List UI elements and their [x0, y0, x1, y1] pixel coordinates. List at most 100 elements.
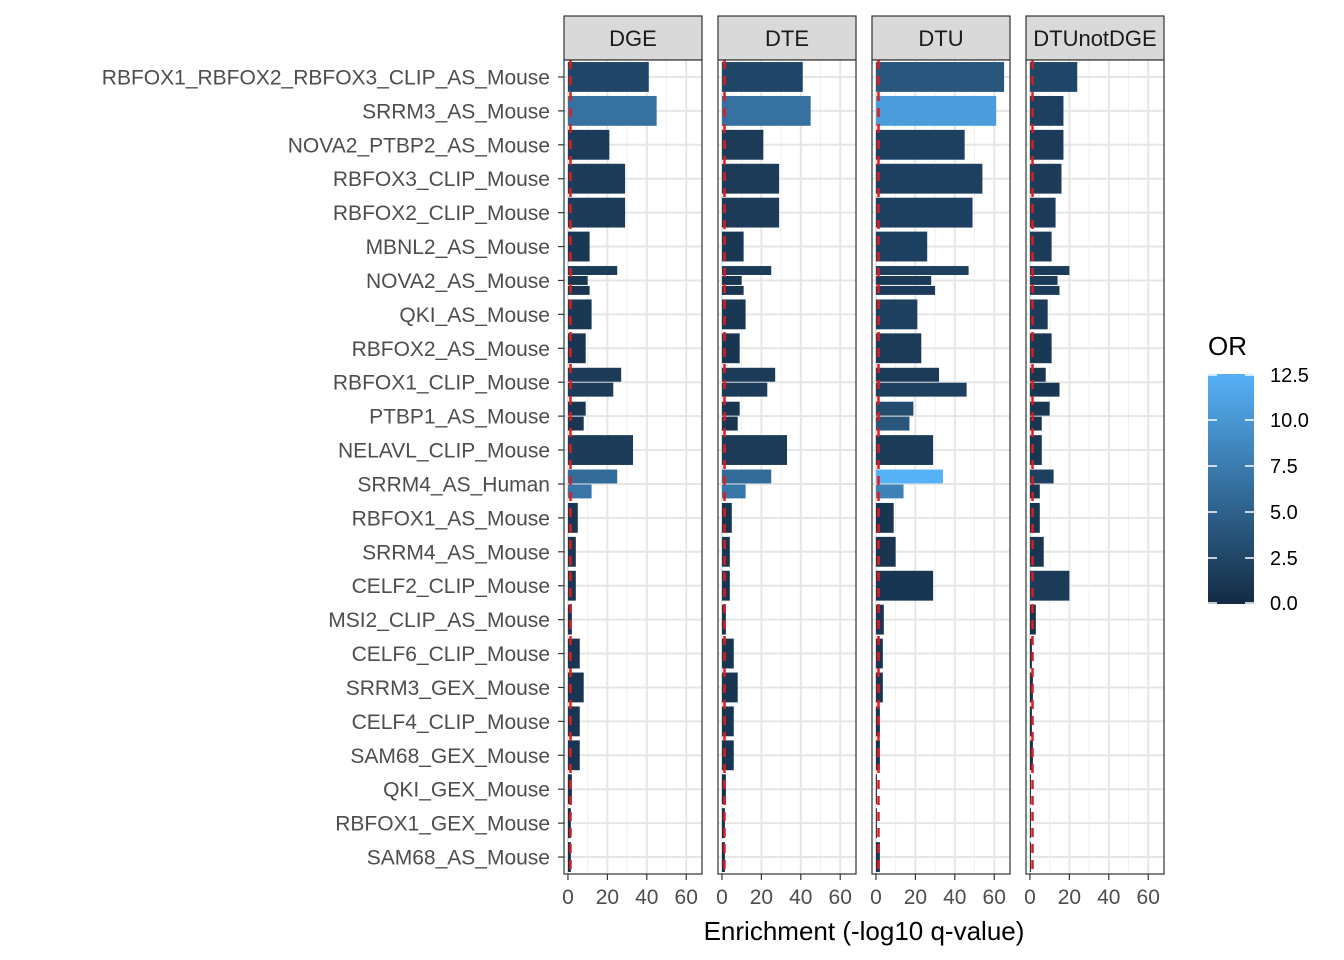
bar	[1029, 95, 1064, 126]
bar	[721, 62, 803, 92]
bar	[567, 484, 592, 499]
panel-background	[872, 60, 1010, 874]
bar	[567, 638, 580, 669]
x-tick-label: 40	[789, 886, 812, 909]
y-tick-label: RBFOX3_CLIP_Mouse	[333, 168, 550, 191]
bar	[1029, 367, 1046, 382]
bar	[1029, 163, 1062, 194]
bar	[567, 706, 580, 737]
y-tick-label: NELAVL_CLIP_Mouse	[338, 440, 550, 463]
bar	[721, 435, 787, 465]
bar	[721, 285, 744, 295]
bar	[1029, 604, 1036, 635]
y-tick-label: QKI_GEX_Mouse	[383, 779, 550, 802]
bar	[875, 231, 928, 262]
bar	[875, 197, 973, 228]
bar	[721, 197, 780, 228]
bar	[721, 333, 740, 364]
bar	[567, 163, 626, 194]
bar	[567, 62, 649, 92]
panel-background	[718, 60, 856, 874]
bar	[721, 774, 726, 805]
bar	[721, 638, 734, 669]
facet-strip	[871, 15, 1011, 61]
legend-tick-label: 5.0	[1270, 502, 1298, 524]
bar	[1029, 469, 1054, 484]
y-tick-label: SRRM3_AS_Mouse	[362, 100, 550, 123]
panel-border	[1025, 59, 1165, 875]
legend-tick-label: 0.0	[1270, 593, 1298, 615]
bar	[875, 604, 884, 635]
bar	[721, 367, 776, 382]
bar	[567, 435, 633, 465]
bar	[721, 163, 780, 194]
bar	[567, 95, 657, 126]
facet-panel-dtu: DTU 0 20 40 60	[870, 15, 1011, 909]
bar	[567, 333, 586, 364]
x-tick-label: 20	[750, 886, 773, 909]
x-tick-label: 20	[596, 886, 619, 909]
y-tick-label: MSI2_CLIP_AS_Mouse	[328, 609, 550, 632]
bar	[567, 808, 571, 839]
bar	[567, 367, 622, 382]
bar	[875, 536, 896, 567]
bar	[875, 333, 922, 364]
y-tick-label: SRRM4_AS_Human	[357, 473, 550, 496]
facet-strip-label: DTU	[918, 26, 963, 51]
facet-panel-dtunotdge: DTUnotDGE 0 20 40 60	[1024, 15, 1165, 909]
bar	[567, 604, 572, 635]
x-tick-label: 60	[829, 886, 852, 909]
bar	[875, 299, 918, 330]
bar	[1029, 299, 1048, 330]
legend-ticks: 0.0 2.5 5.0 7.5 10.0 12.5	[1208, 365, 1309, 615]
legend-colorbar	[1208, 374, 1254, 604]
facet-panel-dte: DTE 0 20 40 60	[716, 15, 857, 909]
bar	[567, 672, 584, 703]
facet-strip-label: DGE	[609, 26, 657, 51]
panel-border	[717, 59, 857, 875]
bar	[875, 808, 877, 839]
bar	[721, 484, 746, 499]
facet-panels: DGE 0 20 40 60 DTE 0 20 40 60 DTU 0 20 40 60 DTUnotDGE 0…	[562, 15, 1165, 909]
panel-background	[1026, 60, 1164, 874]
bar	[1029, 266, 1070, 275]
bar	[567, 285, 590, 295]
bar	[875, 275, 932, 285]
bar	[875, 367, 940, 382]
x-tick-label: 20	[1058, 886, 1081, 909]
bar	[567, 570, 576, 601]
bar	[721, 95, 811, 126]
bar	[1029, 285, 1060, 295]
facet-strip-label: DTUnotDGE	[1033, 26, 1156, 51]
bar	[721, 401, 740, 416]
facet-strip	[717, 15, 857, 61]
bar	[721, 706, 734, 737]
bar	[721, 604, 726, 635]
bar	[1029, 808, 1031, 839]
bar	[567, 275, 588, 285]
bar	[721, 299, 746, 330]
bar	[875, 570, 934, 601]
y-tick-label: RBFOX1_RBFOX2_RBFOX3_CLIP_AS_Mouse	[102, 66, 550, 89]
bar	[721, 672, 738, 703]
x-tick-label: 0	[562, 886, 574, 909]
y-tick-label: RBFOX1_CLIP_Mouse	[333, 372, 550, 395]
y-tick-label: PTBP1_AS_Mouse	[369, 406, 550, 429]
x-tick-label: 60	[675, 886, 698, 909]
facet-panel-dge: DGE 0 20 40 60	[562, 15, 703, 909]
bar	[721, 469, 772, 484]
bar	[1029, 129, 1064, 160]
facet-strip	[1025, 15, 1165, 61]
bar	[875, 163, 983, 194]
bar	[875, 469, 943, 484]
bar	[875, 129, 965, 160]
bar	[721, 808, 725, 839]
bar	[1029, 570, 1070, 601]
legend-tick-label: 2.5	[1270, 548, 1298, 570]
bar	[875, 774, 877, 805]
bar	[567, 842, 571, 872]
bar	[1029, 275, 1058, 285]
bar	[721, 502, 732, 533]
bar	[721, 740, 734, 771]
y-tick-label: SRRM3_GEX_Mouse	[346, 677, 550, 700]
